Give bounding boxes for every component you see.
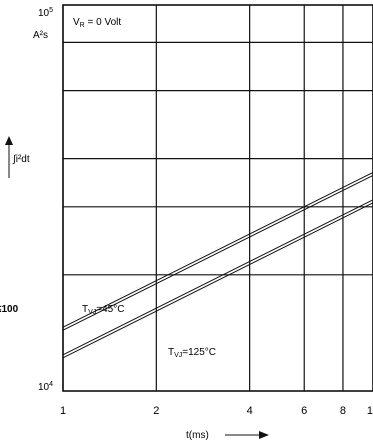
grid-lines bbox=[62, 5, 373, 391]
y-tick-top-exp: 5 bbox=[49, 7, 53, 14]
series-line-0 bbox=[62, 175, 373, 331]
y-tick-bottom-exp: 4 bbox=[49, 381, 53, 388]
x-tick-label: 1 bbox=[60, 405, 66, 417]
series-line-1 bbox=[62, 199, 373, 356]
series-group bbox=[62, 172, 373, 359]
y-tick-bottom: 104 bbox=[38, 381, 53, 393]
x-tick-label: 8 bbox=[340, 405, 346, 417]
plot-frame bbox=[62, 4, 373, 392]
x-tick-label: 6 bbox=[301, 405, 307, 417]
x-tick-labels: 1 2 4 6 8 10 bbox=[60, 405, 373, 417]
series-line-0 bbox=[62, 172, 373, 328]
x-tick-label: 10 bbox=[367, 405, 373, 417]
outside-label: ≤100 bbox=[0, 304, 19, 315]
x-tick-label: 2 bbox=[153, 405, 159, 417]
y-axis-label: ∫i²dt bbox=[12, 154, 30, 165]
x-tick-label: 4 bbox=[247, 405, 253, 417]
series-line-1 bbox=[62, 202, 373, 359]
series-label-45: TVJ=45°C bbox=[82, 304, 124, 316]
x-axis-label: t(ms) bbox=[186, 430, 209, 441]
y-axis-arrow bbox=[5, 136, 13, 178]
y-tick-top-unit: A²s bbox=[33, 30, 48, 41]
x-axis-arrow bbox=[225, 431, 269, 439]
series-label-125: TVJ=125°C bbox=[168, 347, 216, 359]
voltage-annotation: VR = 0 Volt bbox=[73, 17, 121, 29]
y-tick-top: 105 bbox=[38, 7, 53, 19]
